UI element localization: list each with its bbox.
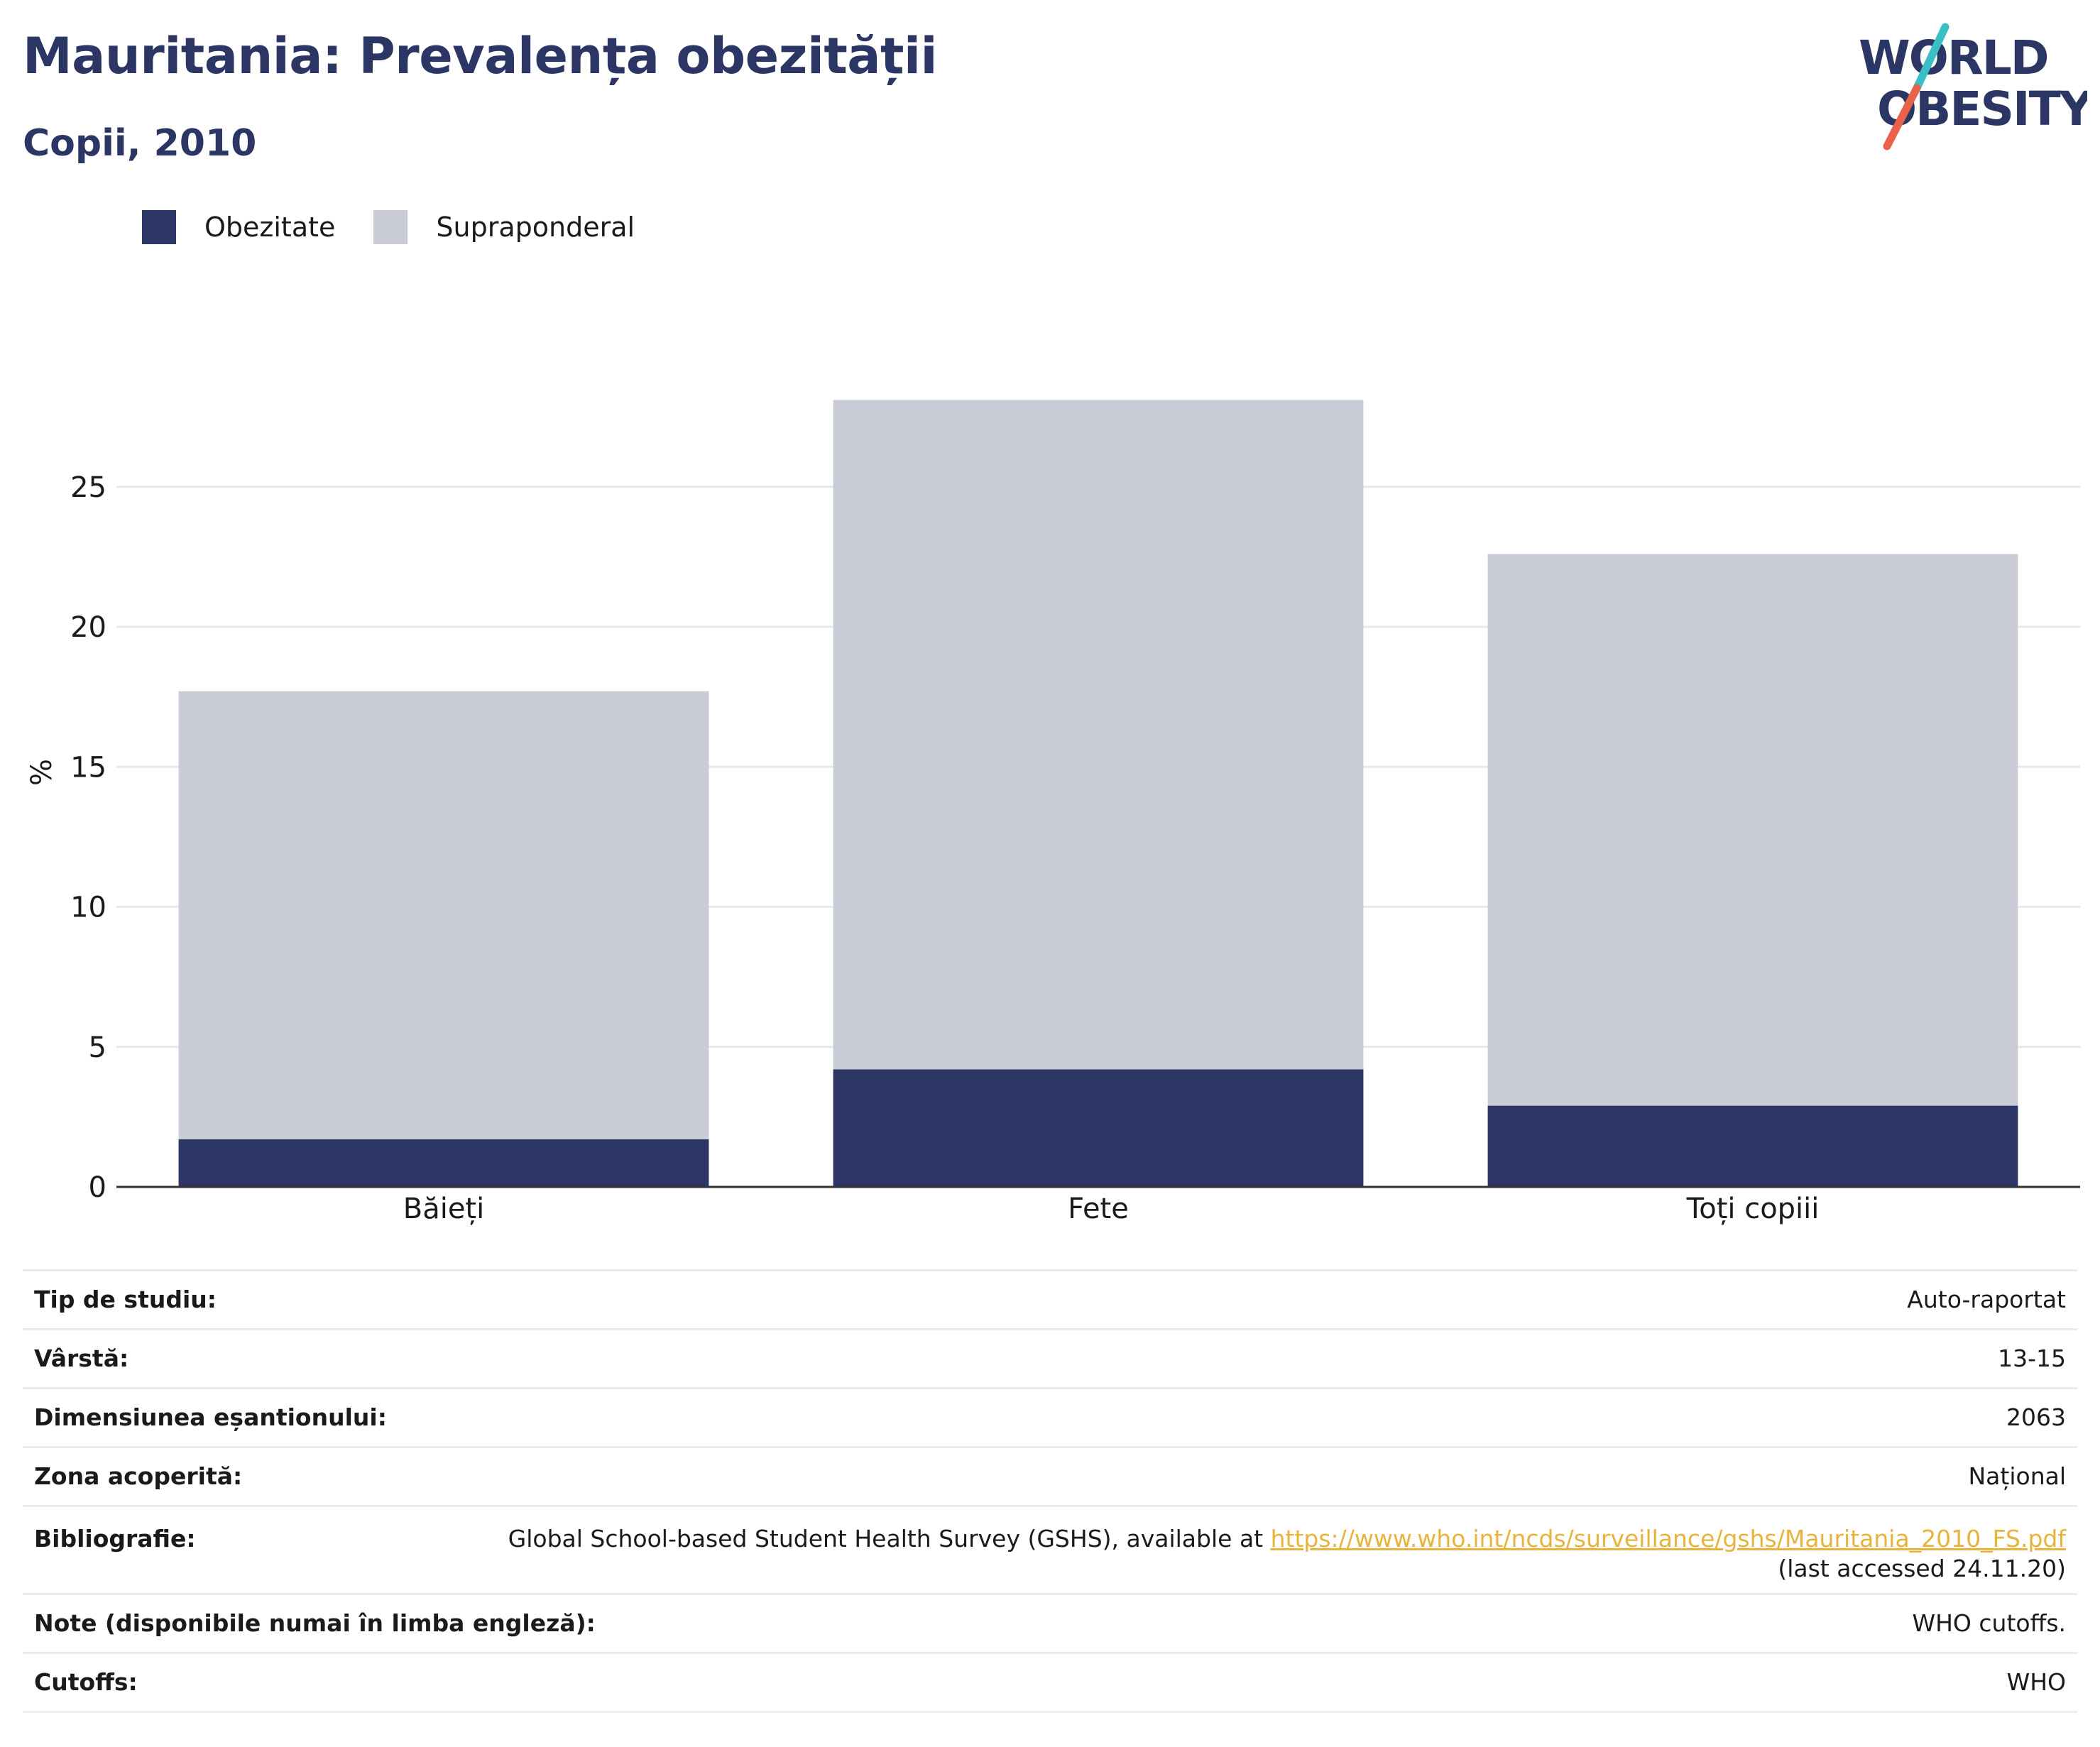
y-tick-label: 0	[89, 1171, 106, 1204]
x-tick-label: Toți copiii	[1686, 1193, 1820, 1225]
y-tick-label: 15	[70, 751, 106, 784]
y-axis-label: %	[26, 759, 58, 786]
legend-item-supraponderal[interactable]: Supraponderal	[373, 210, 635, 244]
logo-slash-bottom	[1883, 84, 1921, 150]
info-label: Note (disponibile numai în limba engleză…	[34, 1609, 596, 1637]
info-row-area: Zona acoperită: Național	[23, 1446, 2077, 1505]
bibliography-link[interactable]: https://www.who.int/ncds/surveillance/gs…	[1270, 1525, 2066, 1552]
info-value: Național	[1968, 1462, 2066, 1490]
legend-item-obezitate[interactable]: Obezitate	[142, 210, 335, 244]
bibliography-accessed: (last accessed 24.11.20)	[1778, 1555, 2066, 1582]
bibliography-value: Global School-based Student Health Surve…	[508, 1524, 2066, 1584]
bars	[178, 400, 2018, 1187]
info-value: 2063	[2006, 1403, 2066, 1431]
info-value: WHO	[2006, 1668, 2066, 1696]
bar-supraponderal[interactable]	[833, 400, 1364, 1070]
info-value: 13-15	[1998, 1345, 2066, 1372]
info-row-bibliography: Bibliografie: Global School-based Studen…	[23, 1505, 2077, 1593]
info-row-study-type: Tip de studiu: Auto-raportat	[23, 1269, 2077, 1328]
bar-chart: 0 5 10 15 20 25 Băieți Fete Toți copiii %	[26, 400, 2080, 1225]
y-tick-labels: 0 5 10 15 20 25	[70, 471, 106, 1204]
legend-label-obezitate: Obezitate	[204, 212, 336, 243]
info-label: Zona acoperită:	[34, 1462, 243, 1490]
y-tick-label: 10	[70, 892, 106, 924]
bar-supraponderal[interactable]	[178, 691, 709, 1139]
info-label: Bibliografie:	[34, 1525, 196, 1552]
bar-obezitate[interactable]	[1487, 1105, 2018, 1187]
x-tick-label: Băieți	[403, 1193, 484, 1225]
logo-slash-top	[1913, 23, 1949, 92]
page-title: Mauritania: Prevalența obezității	[23, 27, 937, 85]
info-table: Tip de studiu: Auto-raportat Vârstă: 13-…	[23, 1269, 2077, 1713]
info-value: Auto-raportat	[1907, 1286, 2066, 1313]
info-row-cutoffs: Cutoffs: WHO	[23, 1652, 2077, 1713]
info-label: Vârstă:	[34, 1345, 129, 1372]
page-subtitle: Copii, 2010	[23, 122, 257, 165]
chart-legend: Obezitate Supraponderal	[142, 210, 673, 244]
legend-label-supraponderal: Supraponderal	[436, 212, 635, 243]
legend-swatch-obezitate	[142, 210, 176, 244]
info-label: Cutoffs:	[34, 1668, 138, 1696]
info-row-age: Vârstă: 13-15	[23, 1328, 2077, 1387]
logo-line-1: WORLD	[1859, 31, 2048, 85]
world-obesity-logo: WORLD OBESITY	[1859, 23, 2087, 150]
info-row-sample-size: Dimensiunea eșantionului: 2063	[23, 1387, 2077, 1446]
bar-obezitate[interactable]	[833, 1069, 1364, 1187]
x-tick-labels: Băieți Fete Toți copiii	[403, 1193, 1820, 1225]
bar-supraponderal[interactable]	[1487, 554, 2018, 1106]
info-value: WHO cutoffs.	[1912, 1609, 2066, 1637]
x-tick-label: Fete	[1068, 1193, 1129, 1225]
info-label: Tip de studiu:	[34, 1286, 217, 1313]
y-tick-label: 5	[89, 1031, 106, 1064]
bibliography-text: Global School-based Student Health Surve…	[508, 1525, 1271, 1552]
info-row-notes: Note (disponibile numai în limba engleză…	[23, 1593, 2077, 1652]
y-tick-label: 25	[70, 471, 106, 504]
y-tick-label: 20	[70, 611, 106, 644]
legend-swatch-supraponderal	[373, 210, 408, 244]
bar-obezitate[interactable]	[178, 1139, 709, 1187]
info-label: Dimensiunea eșantionului:	[34, 1403, 387, 1431]
